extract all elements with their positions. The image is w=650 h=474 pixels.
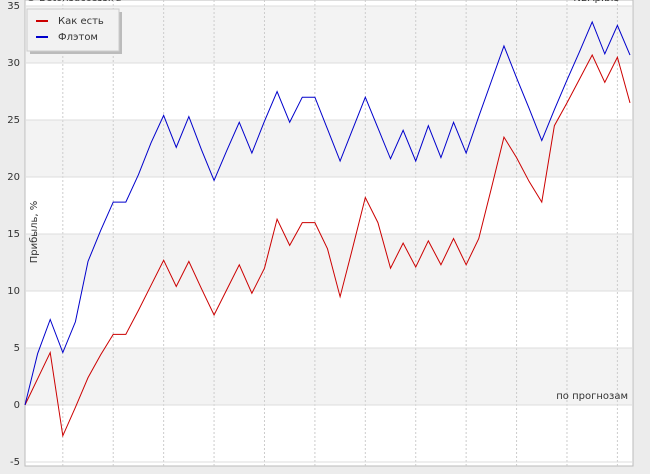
y-axis-label: Прибыль, % — [29, 201, 40, 264]
y-tick-label: 20 — [7, 172, 20, 183]
legend-label: Флэтом — [58, 32, 98, 43]
grid-band — [26, 120, 632, 177]
y-tick-label: 0 — [14, 400, 20, 411]
y-tick-label: 35 — [7, 1, 20, 12]
y-tick-label: 10 — [7, 286, 20, 297]
y-tick-label: 15 — [7, 229, 20, 240]
grid-band — [26, 6, 632, 63]
y-tick-label: 30 — [7, 58, 20, 69]
legend-label: Как есть — [58, 16, 104, 27]
series-line — [24, 20, 631, 406]
y-tick-label: 5 — [14, 343, 20, 354]
watermark: © Betonsuccess.ru — [26, 0, 121, 4]
series-line — [24, 53, 631, 438]
grid-band — [26, 234, 632, 291]
y-tick-label: 25 — [7, 115, 20, 126]
legend-box — [26, 8, 120, 52]
corner-label: NBAp.b.5 — [573, 0, 620, 4]
grid-band — [26, 348, 632, 405]
y-tick-label: -5 — [10, 457, 20, 468]
annotation: по прогнозам — [556, 391, 628, 402]
